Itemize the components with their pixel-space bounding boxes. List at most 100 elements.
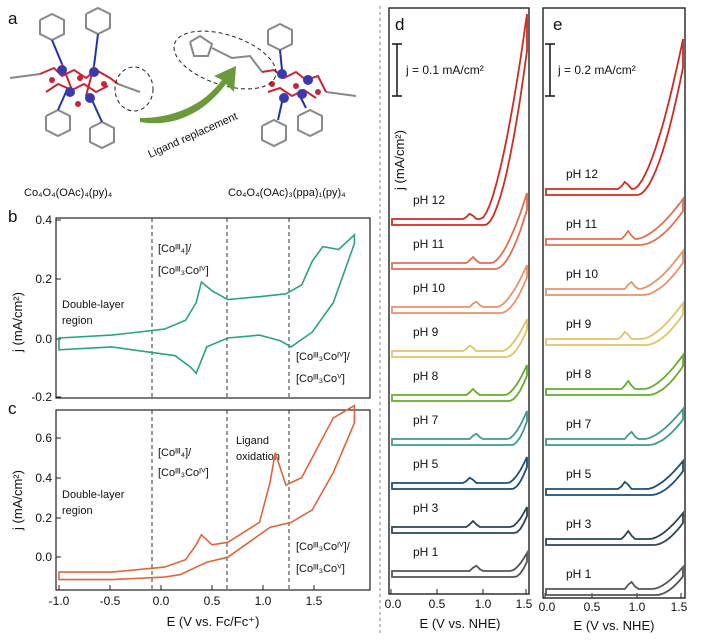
ph-label-d-4: pH 8 (413, 369, 439, 383)
cv-d-ph11 (391, 192, 528, 270)
xtick-c-3: 0.5 (204, 594, 221, 608)
cv-d-ph9 (391, 318, 528, 358)
ph-label-e-8: pH 1 (566, 567, 592, 581)
ph-label-e-5: pH 7 (566, 417, 592, 431)
cv-d-ph1 (391, 549, 528, 578)
cv-d-ph5 (391, 456, 528, 490)
xtick-e-3: 1.5 (671, 600, 688, 614)
chart-panel-b: 0.4 0.2 0.0 -0.2 j (mA/cm²) Double-layer… (10, 213, 371, 404)
ylabel-d: j (mA/cm²) (392, 130, 407, 191)
cv-e-ph11 (545, 196, 684, 246)
ph-label-e-3: pH 9 (566, 317, 592, 331)
cv-e-ph9 (545, 300, 684, 346)
ytick-c-0: 0.6 (35, 431, 52, 445)
xtick-d-2: 1.0 (475, 597, 492, 611)
ph-label-d-0: pH 12 (413, 193, 445, 207)
ann-c-right-2: [Coᴵᴵᴵ₃Coⱽ] (296, 563, 345, 575)
cv-e-ph5 (545, 458, 684, 496)
left-formula: Co₄O₄(OAc)₄(py)₄ (24, 187, 113, 199)
region-label-b-2: region (62, 315, 93, 327)
panel-b-frame (55, 217, 371, 399)
xtick-c-2: 0.0 (153, 594, 170, 608)
xtick-d-1: 0.5 (429, 597, 446, 611)
molecule-right (189, 22, 357, 148)
ann-c-mid-2: oxidation (236, 451, 280, 463)
xtick-e-1: 0.5 (584, 600, 601, 614)
panel-label-a: a (8, 9, 18, 28)
ph-label-d-7: pH 3 (413, 501, 439, 515)
ann-c-left-1: [Coᴵᴵᴵ₄]/ (158, 447, 192, 459)
ph-label-d-6: pH 5 (413, 457, 439, 471)
xtick-e-2: 1.0 (629, 600, 646, 614)
cv-e-ph7 (545, 406, 684, 446)
panel-label-b: b (8, 207, 17, 226)
ph-label-e-7: pH 3 (566, 517, 592, 531)
panel-label-d: d (395, 15, 404, 34)
ligand-replacement-arrow (140, 66, 236, 124)
right-formula: Co₄O₄(OAc)₃(ppa)₁(py)₄ (228, 187, 346, 199)
ph-label-e-2: pH 10 (566, 267, 598, 281)
ph-label-e-0: pH 12 (566, 167, 598, 181)
chart-panel-d: j = 0.1 mA/cm² j (mA/cm²) 0.0 0.5 1.0 1.… (385, 7, 533, 631)
panel-e-frame (542, 7, 686, 599)
highlight-ellipse-left (114, 66, 154, 112)
ann-b-left-1: [Coᴵᴵᴵ₄]/ (158, 243, 192, 255)
chart-panel-c: 0.6 0.4 0.2 0.0 -1.0 -0.5 0.0 0.5 1.0 1.… (10, 404, 371, 629)
scale-e: j = 0.2 mA/cm² (557, 63, 636, 77)
cv-e-ph8 (545, 352, 684, 396)
ph-label-e-6: pH 5 (566, 467, 592, 481)
panel-label-c: c (8, 399, 17, 418)
ph-label-e-4: pH 8 (566, 367, 592, 381)
panel-c-frame (55, 409, 371, 591)
highlight-ellipse-right (173, 30, 277, 90)
curves-d: pH 12 pH 11 pH 10 pH 9 pH 8 pH 7 pH 5 pH 3 pH 1 (391, 13, 528, 578)
cv-d-ph7 (391, 410, 528, 446)
ph-label-d-2: pH 10 (413, 281, 445, 295)
cv-d-ph3 (391, 506, 528, 534)
cv-d-ph12 (391, 13, 528, 226)
xlabel-e: E (V vs. NHE) (574, 618, 655, 633)
cv-e-ph10 (545, 248, 684, 296)
scale-d: j = 0.1 mA/cm² (405, 63, 484, 77)
ann-b-left-2: [Coᴵᴵᴵ₃Coᴵⱽ] (158, 265, 209, 277)
ytick-b-3: -0.2 (31, 390, 52, 404)
ann-b-right-2: [Coᴵᴵᴵ₃Coⱽ] (296, 373, 345, 385)
ann-b-right-1: [Coᴵᴵᴵ₃Coᴵⱽ]/ (296, 351, 351, 363)
curves-e: pH 12 pH 11 pH 10 pH 9 pH 8 pH 7 pH 5 pH 3 pH 1 (545, 38, 684, 596)
ph-label-d-1: pH 11 (413, 237, 444, 251)
ann-c-right-1: [Coᴵᴵᴵ₃Coᴵⱽ]/ (296, 541, 351, 553)
ph-label-d-8: pH 1 (413, 545, 439, 559)
cv-e-ph3 (545, 510, 684, 546)
ytick-b-2: 0.0 (35, 332, 52, 346)
cv-d-ph8 (391, 364, 528, 402)
molecule-left (9, 6, 141, 150)
panel-label-e: e (553, 15, 562, 34)
cv-curve-b (58, 232, 356, 375)
ytick-c-1: 0.4 (35, 471, 52, 485)
xtick-c-1: -0.5 (100, 594, 121, 608)
cv-e-ph1 (545, 564, 684, 596)
ytick-c-2: 0.2 (35, 511, 52, 525)
xtick-d-3: 1.5 (516, 597, 533, 611)
xtick-c-0: -1.0 (49, 594, 70, 608)
xlabel-c: E (V vs. Fc/Fc⁺) (167, 614, 260, 629)
panel-d-frame (388, 7, 530, 595)
ytick-b-0: 0.4 (35, 213, 52, 227)
ylabel-c: j (mA/cm²) (10, 470, 25, 531)
xtick-d-0: 0.0 (385, 597, 402, 611)
ytick-c-3: 0.0 (35, 550, 52, 564)
xlabel-d: E (V vs. NHE) (420, 616, 501, 631)
chart-panel-e: j = 0.2 mA/cm² 0.0 0.5 1.0 1.5 E (V vs. … (539, 7, 688, 633)
ph-label-d-3: pH 9 (413, 325, 439, 339)
xtick-e-0: 0.0 (539, 600, 556, 614)
ph-label-e-1: pH 11 (566, 217, 597, 231)
ylabel-b: j (mA/cm²) (10, 292, 25, 353)
cv-e-ph12 (545, 38, 684, 196)
xtick-c-4: 1.0 (255, 594, 272, 608)
region-label-b-1: Double-layer (62, 299, 125, 311)
region-label-c-1: Double-layer (62, 489, 125, 501)
cv-curve-c (58, 404, 356, 581)
cv-d-ph10 (391, 264, 528, 314)
ytick-b-1: 0.2 (35, 272, 52, 286)
